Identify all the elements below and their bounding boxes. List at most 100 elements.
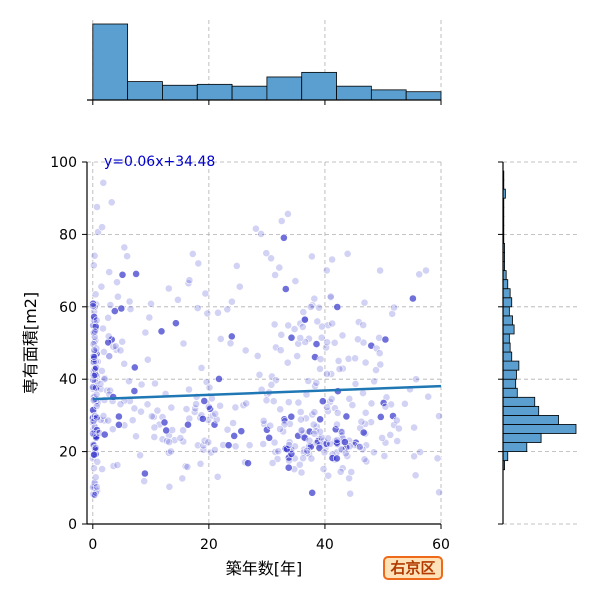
scatter-point (91, 451, 98, 458)
scatter-point (133, 270, 140, 277)
scatter-point (285, 322, 292, 329)
scatter-point (212, 410, 219, 417)
scatter-point (91, 353, 98, 360)
scatter-point (180, 427, 187, 434)
scatter-point (277, 347, 284, 354)
scatter-point (243, 400, 250, 407)
scatter-point (137, 452, 144, 459)
scatter-point (300, 455, 307, 462)
scatter-point (94, 458, 101, 465)
scatter-point (272, 271, 279, 278)
scatter-point (131, 364, 138, 371)
scatter-point (179, 475, 186, 482)
scatter-point (131, 387, 138, 394)
y-tick-label: 0 (68, 517, 77, 533)
scatter-point (394, 438, 401, 445)
scatter-point (244, 460, 251, 467)
scatter-point (108, 199, 115, 206)
scatter-point (285, 399, 292, 406)
scatter-point (352, 355, 359, 362)
scatter-point (195, 260, 202, 267)
scatter-point (263, 397, 270, 404)
scatter-point (299, 323, 306, 330)
scatter-point (313, 341, 320, 348)
scatter-point (119, 271, 126, 278)
scatter-point (158, 328, 165, 335)
scatter-point (115, 413, 122, 420)
scatter-point (295, 399, 302, 406)
scatter-point (411, 424, 418, 431)
top-hist-bar (162, 85, 197, 100)
scatter-point (334, 409, 341, 416)
scatter-point (316, 365, 323, 372)
scatter-point (270, 398, 277, 405)
x-marginal-histogram (87, 20, 441, 105)
scatter-point (266, 434, 273, 441)
right-hist-bar (503, 352, 512, 361)
scatter-point (311, 295, 318, 302)
scatter-point (292, 278, 299, 285)
scatter-point (354, 336, 361, 343)
scatter-point (277, 406, 284, 413)
right-hist-bar (503, 307, 509, 316)
scatter-point (305, 377, 312, 384)
scatter-point (242, 347, 249, 354)
scatter-point (206, 384, 213, 391)
scatter-point (129, 417, 136, 424)
scatter-point (121, 244, 128, 251)
scatter-point (382, 336, 389, 343)
scatter-point (97, 380, 104, 387)
right-hist-bar (503, 334, 509, 343)
scatter-point (236, 283, 243, 290)
scatter-point (298, 469, 305, 476)
scatter-point (376, 350, 383, 357)
scatter-point (124, 253, 131, 260)
scatter-point (275, 448, 282, 455)
right-hist-bar (503, 452, 508, 461)
scatter-point (356, 443, 363, 450)
scatter-point (280, 234, 287, 241)
scatter-point (278, 217, 285, 224)
scatter-point (268, 381, 275, 388)
scatter-point (105, 314, 112, 321)
scatter-point (224, 306, 231, 313)
scatter-point (126, 298, 133, 305)
right-hist-bar (503, 370, 516, 379)
scatter-point (317, 416, 324, 423)
right-hist-bar (503, 361, 519, 370)
scatter-point (193, 401, 200, 408)
scatter-point (308, 253, 315, 260)
scatter-point (230, 419, 237, 426)
scatter-point (228, 333, 235, 340)
scatter-point (297, 408, 304, 415)
scatter-point (137, 408, 144, 415)
scatter-point (148, 413, 155, 420)
scatter-point (144, 401, 151, 408)
right-hist-bar (503, 379, 516, 388)
scatter-point (309, 489, 316, 496)
scatter-point (106, 353, 113, 360)
scatter-point (271, 321, 278, 328)
scatter-point (215, 375, 222, 382)
scatter-point (147, 300, 154, 307)
scatter-point (202, 290, 209, 297)
scatter-point (205, 439, 212, 446)
scatter-point (114, 461, 121, 468)
scatter-point (323, 370, 330, 377)
scatter-point (254, 352, 261, 359)
scatter-point (205, 403, 212, 410)
scatter-point (204, 310, 211, 317)
scatter-point (382, 403, 389, 410)
scatter-point (286, 457, 293, 464)
scatter-point (300, 309, 307, 316)
scatter-point (286, 441, 293, 448)
scatter-point (172, 320, 179, 327)
scatter-point (333, 455, 340, 462)
y-tick-label: 60 (59, 300, 77, 316)
y-tick-label: 100 (50, 155, 77, 171)
scatter-point (361, 456, 368, 463)
scatter-point (377, 413, 384, 420)
right-hist-bar (503, 316, 513, 325)
x-axis-title: 築年数[年] (226, 559, 303, 578)
scatter-point (91, 252, 98, 259)
